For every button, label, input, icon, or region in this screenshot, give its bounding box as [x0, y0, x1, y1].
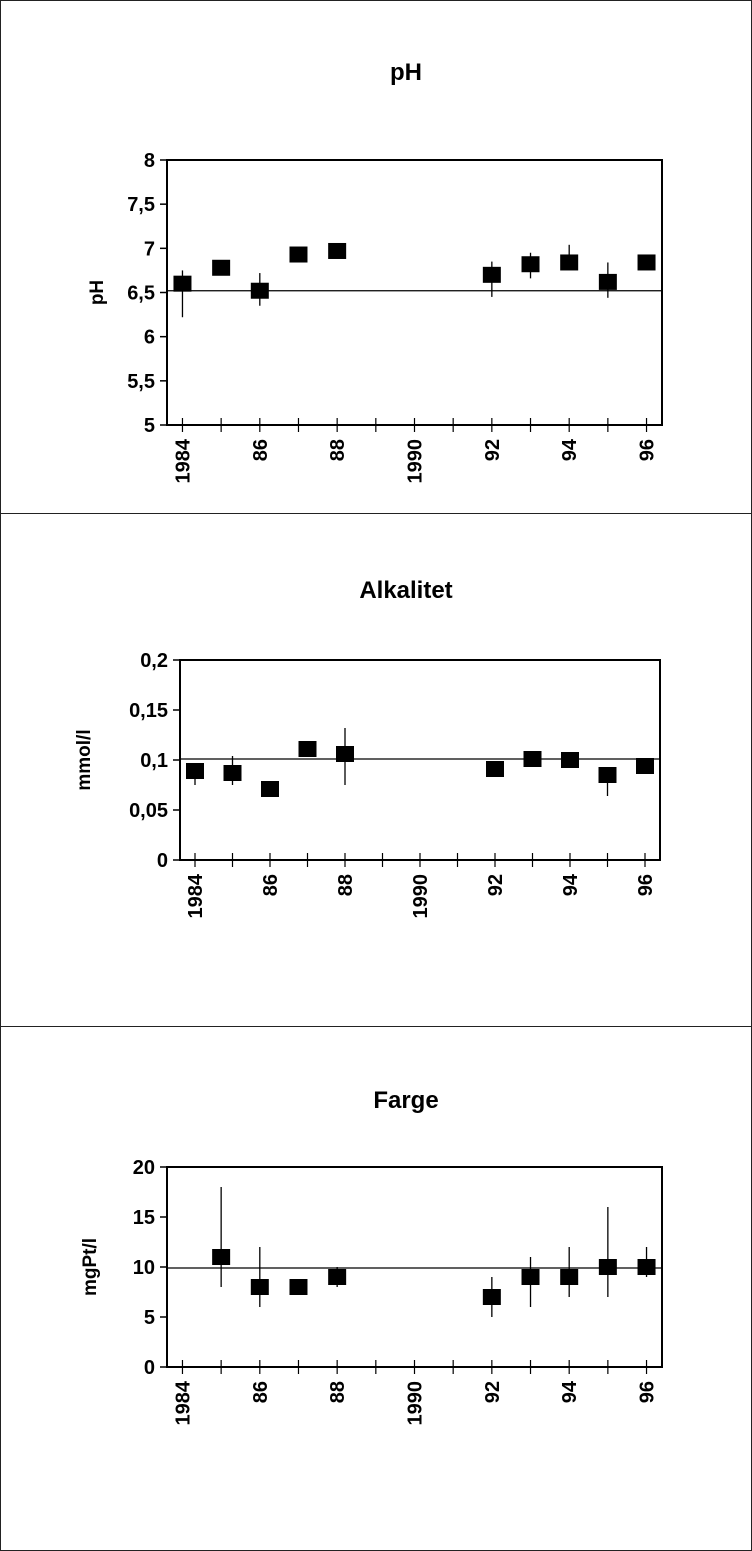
data-point-marker: [636, 758, 654, 774]
data-point-marker: [482, 266, 501, 283]
y-tick-label: 6,5: [127, 283, 155, 305]
plot-area-frame: [166, 1166, 663, 1368]
data-point-marker: [261, 781, 279, 797]
chart-title: Farge: [373, 1087, 438, 1114]
y-axis-label: mgPt/l: [80, 1238, 101, 1296]
y-axis-label: mmol/l: [74, 729, 95, 790]
data-point-marker: [186, 763, 204, 779]
x-tick-label: 96: [637, 1381, 659, 1403]
y-tick-label: 5: [144, 1307, 155, 1329]
y-tick-label: 15: [133, 1207, 155, 1229]
x-tick-label: 96: [635, 874, 657, 896]
y-tick-label: 0,15: [129, 700, 168, 722]
y-tick-label: 7,5: [127, 194, 155, 216]
y-tick-label: 6: [144, 327, 155, 349]
farge-chart-panel: Farge mgPt/l 0 5 10 15 20 1984 86 88 1990 92 94 96: [80, 1087, 663, 1426]
x-tick-label: 94: [559, 438, 581, 461]
data-point-marker: [598, 273, 617, 290]
data-point-marker: [637, 254, 656, 271]
x-tick-label: 86: [250, 1381, 272, 1403]
y-tick-label: 8: [144, 150, 155, 172]
data-point-marker: [561, 752, 579, 768]
x-tick-label: 1990: [405, 1381, 427, 1426]
data-point-marker: [250, 1279, 269, 1295]
plot-area-frame: [166, 159, 663, 426]
data-point-marker: [598, 767, 617, 783]
data-point-marker: [598, 1259, 617, 1275]
data-point-marker: [298, 741, 317, 757]
x-tick-label: 88: [327, 1381, 349, 1403]
x-tick-label: 1984: [172, 1380, 194, 1425]
y-tick-label: 10: [133, 1257, 155, 1279]
data-point-marker: [482, 1289, 501, 1305]
x-tick-label: 1990: [405, 439, 427, 484]
x-tick-label: 1984: [172, 438, 194, 483]
y-tick-label: 0,2: [140, 650, 168, 672]
y-tick-label: 0: [144, 1357, 155, 1379]
y-tick-label: 5,5: [127, 371, 155, 393]
x-tick-label: 88: [335, 874, 357, 896]
data-point-marker: [486, 761, 504, 777]
panel-divider: [0, 1026, 752, 1027]
data-point-marker: [521, 1269, 540, 1285]
alkalitet-chart-panel: Alkalitet mmol/l 0 0,05 0,1 0,15 0,2 1984 86 88 19…: [74, 577, 661, 919]
x-tick-label: 94: [560, 873, 582, 896]
chart-title: Alkalitet: [359, 577, 452, 604]
x-tick-label: 86: [260, 874, 282, 896]
data-point-marker: [289, 246, 308, 263]
x-tick-label: 92: [485, 874, 507, 896]
panel-divider: [0, 513, 752, 514]
y-axis-label: pH: [87, 280, 108, 305]
data-point-marker: [212, 259, 231, 276]
data-point-marker: [328, 242, 347, 259]
data-point-marker: [336, 746, 354, 762]
y-tick-label: 20: [133, 1157, 155, 1179]
x-tick-label: 92: [482, 1381, 504, 1403]
data-point-marker: [173, 275, 192, 292]
x-tick-label: 86: [250, 439, 272, 461]
data-point-marker: [212, 1249, 231, 1265]
x-tick-label: 94: [559, 1380, 581, 1403]
ph-chart-panel: pH pH 5 5,5 6 6,5 7 7,5 8 1984 86 88 1990 92 94 96: [87, 59, 663, 484]
data-point-marker: [223, 765, 242, 781]
data-point-marker: [328, 1269, 347, 1285]
y-tick-label: 5: [144, 415, 155, 437]
y-tick-label: 0,05: [129, 800, 168, 822]
data-point-marker: [250, 282, 269, 299]
data-point-marker: [560, 254, 579, 271]
chart-title: pH: [390, 59, 422, 86]
plot-area-frame: [179, 659, 661, 861]
data-point-marker: [289, 1279, 308, 1295]
y-tick-label: 0,1: [140, 750, 168, 772]
y-tick-label: 7: [144, 238, 155, 260]
data-point-marker: [521, 256, 540, 273]
x-tick-label: 1990: [410, 874, 432, 919]
y-tick-label: 0: [157, 850, 168, 872]
x-tick-label: 1984: [185, 873, 207, 918]
data-point-marker: [637, 1259, 656, 1275]
data-point-marker: [560, 1269, 579, 1285]
x-tick-label: 96: [637, 439, 659, 461]
x-tick-label: 92: [482, 439, 504, 461]
x-tick-label: 88: [327, 439, 349, 461]
data-point-marker: [523, 751, 542, 767]
